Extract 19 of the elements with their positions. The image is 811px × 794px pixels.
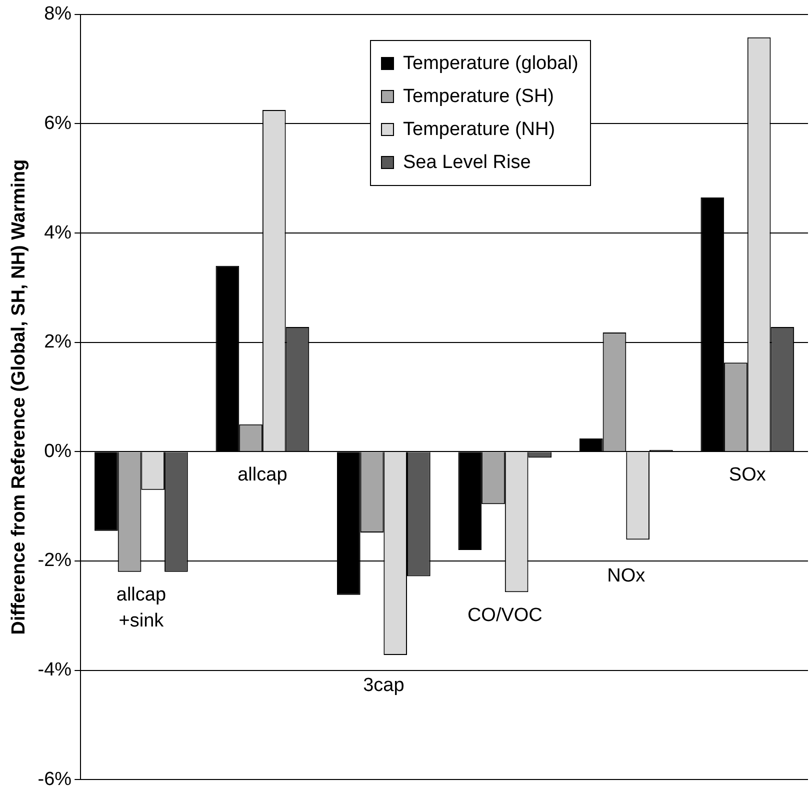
legend-label: Temperature (SH) (403, 86, 554, 108)
x-tick-label: NOx (607, 566, 646, 587)
legend-label: Temperature (NH) (403, 118, 556, 140)
y-axis-title: Difference from Reference (Global, SH, NH) Warming (8, 159, 30, 635)
x-tick-label: allcap (238, 464, 288, 486)
x-tick-label: 3cap (363, 675, 404, 696)
x-tick-label: SOx (728, 464, 766, 486)
x-tick-label: CO/VOC (467, 604, 542, 626)
legend-label: Sea Level Rise (403, 152, 531, 174)
y-tick-label: -6% (38, 768, 72, 790)
y-tick-label: 8% (44, 4, 72, 25)
legend-label: Temperature (global) (403, 52, 578, 74)
x-tick-label: allcap +sink (116, 584, 166, 632)
y-tick-label: -4% (38, 660, 72, 681)
y-tick-label: 6% (44, 112, 72, 134)
y-tick-label: -2% (38, 550, 72, 572)
y-tick-label: 2% (44, 332, 72, 353)
y-tick-label: 0% (44, 440, 72, 462)
y-tick-label: 4% (44, 222, 72, 244)
